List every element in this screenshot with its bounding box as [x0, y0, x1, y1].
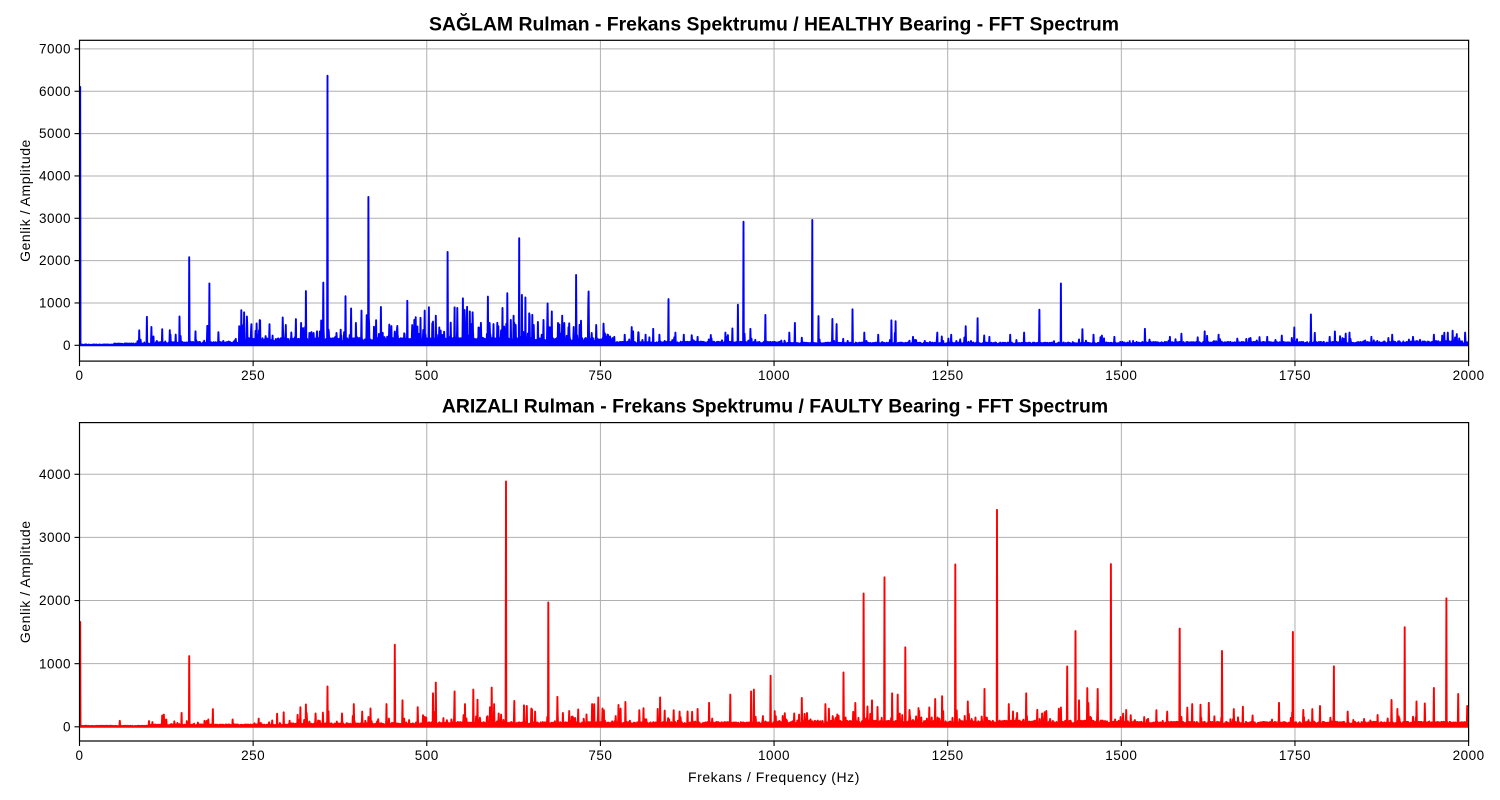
svg-text:SAĞLAM Rulman - Frekans Spektr: SAĞLAM Rulman - Frekans Spektrumu / HEAL… — [429, 12, 1119, 36]
svg-text:Genlik / Amplitude: Genlik / Amplitude — [17, 520, 33, 643]
svg-text:3000: 3000 — [39, 211, 71, 226]
svg-text:1000: 1000 — [39, 656, 71, 671]
svg-text:ARIZALI Rulman - Frekans Spekt: ARIZALI Rulman - Frekans Spektrumu / FAU… — [442, 396, 1108, 418]
svg-text:0: 0 — [63, 719, 71, 734]
svg-text:750: 750 — [588, 748, 612, 763]
svg-text:250: 250 — [241, 748, 265, 763]
svg-text:2000: 2000 — [39, 593, 71, 608]
svg-text:1000: 1000 — [758, 748, 790, 763]
svg-text:7000: 7000 — [39, 42, 71, 57]
svg-text:2000: 2000 — [39, 253, 71, 268]
svg-text:750: 750 — [588, 368, 612, 383]
svg-text:4000: 4000 — [39, 467, 71, 482]
svg-text:500: 500 — [415, 748, 439, 763]
svg-text:2000: 2000 — [1453, 748, 1485, 763]
svg-text:2000: 2000 — [1453, 368, 1485, 383]
svg-text:1750: 1750 — [1279, 368, 1311, 383]
svg-text:5000: 5000 — [39, 126, 71, 141]
svg-text:1000: 1000 — [39, 296, 71, 311]
svg-text:1500: 1500 — [1105, 368, 1137, 383]
svg-text:1750: 1750 — [1279, 748, 1311, 763]
svg-text:Frekans / Frequency (Hz): Frekans / Frequency (Hz) — [688, 769, 860, 785]
svg-text:1250: 1250 — [932, 368, 964, 383]
svg-text:6000: 6000 — [39, 84, 71, 99]
svg-text:0: 0 — [75, 748, 83, 763]
svg-text:1000: 1000 — [758, 368, 790, 383]
svg-text:250: 250 — [241, 368, 265, 383]
svg-text:1250: 1250 — [932, 748, 964, 763]
svg-text:0: 0 — [63, 338, 71, 353]
svg-text:0: 0 — [75, 368, 83, 383]
svg-text:500: 500 — [415, 368, 439, 383]
svg-text:1500: 1500 — [1105, 748, 1137, 763]
svg-text:4000: 4000 — [39, 169, 71, 184]
svg-text:3000: 3000 — [39, 530, 71, 545]
svg-text:Genlik / Amplitude: Genlik / Amplitude — [17, 139, 33, 262]
